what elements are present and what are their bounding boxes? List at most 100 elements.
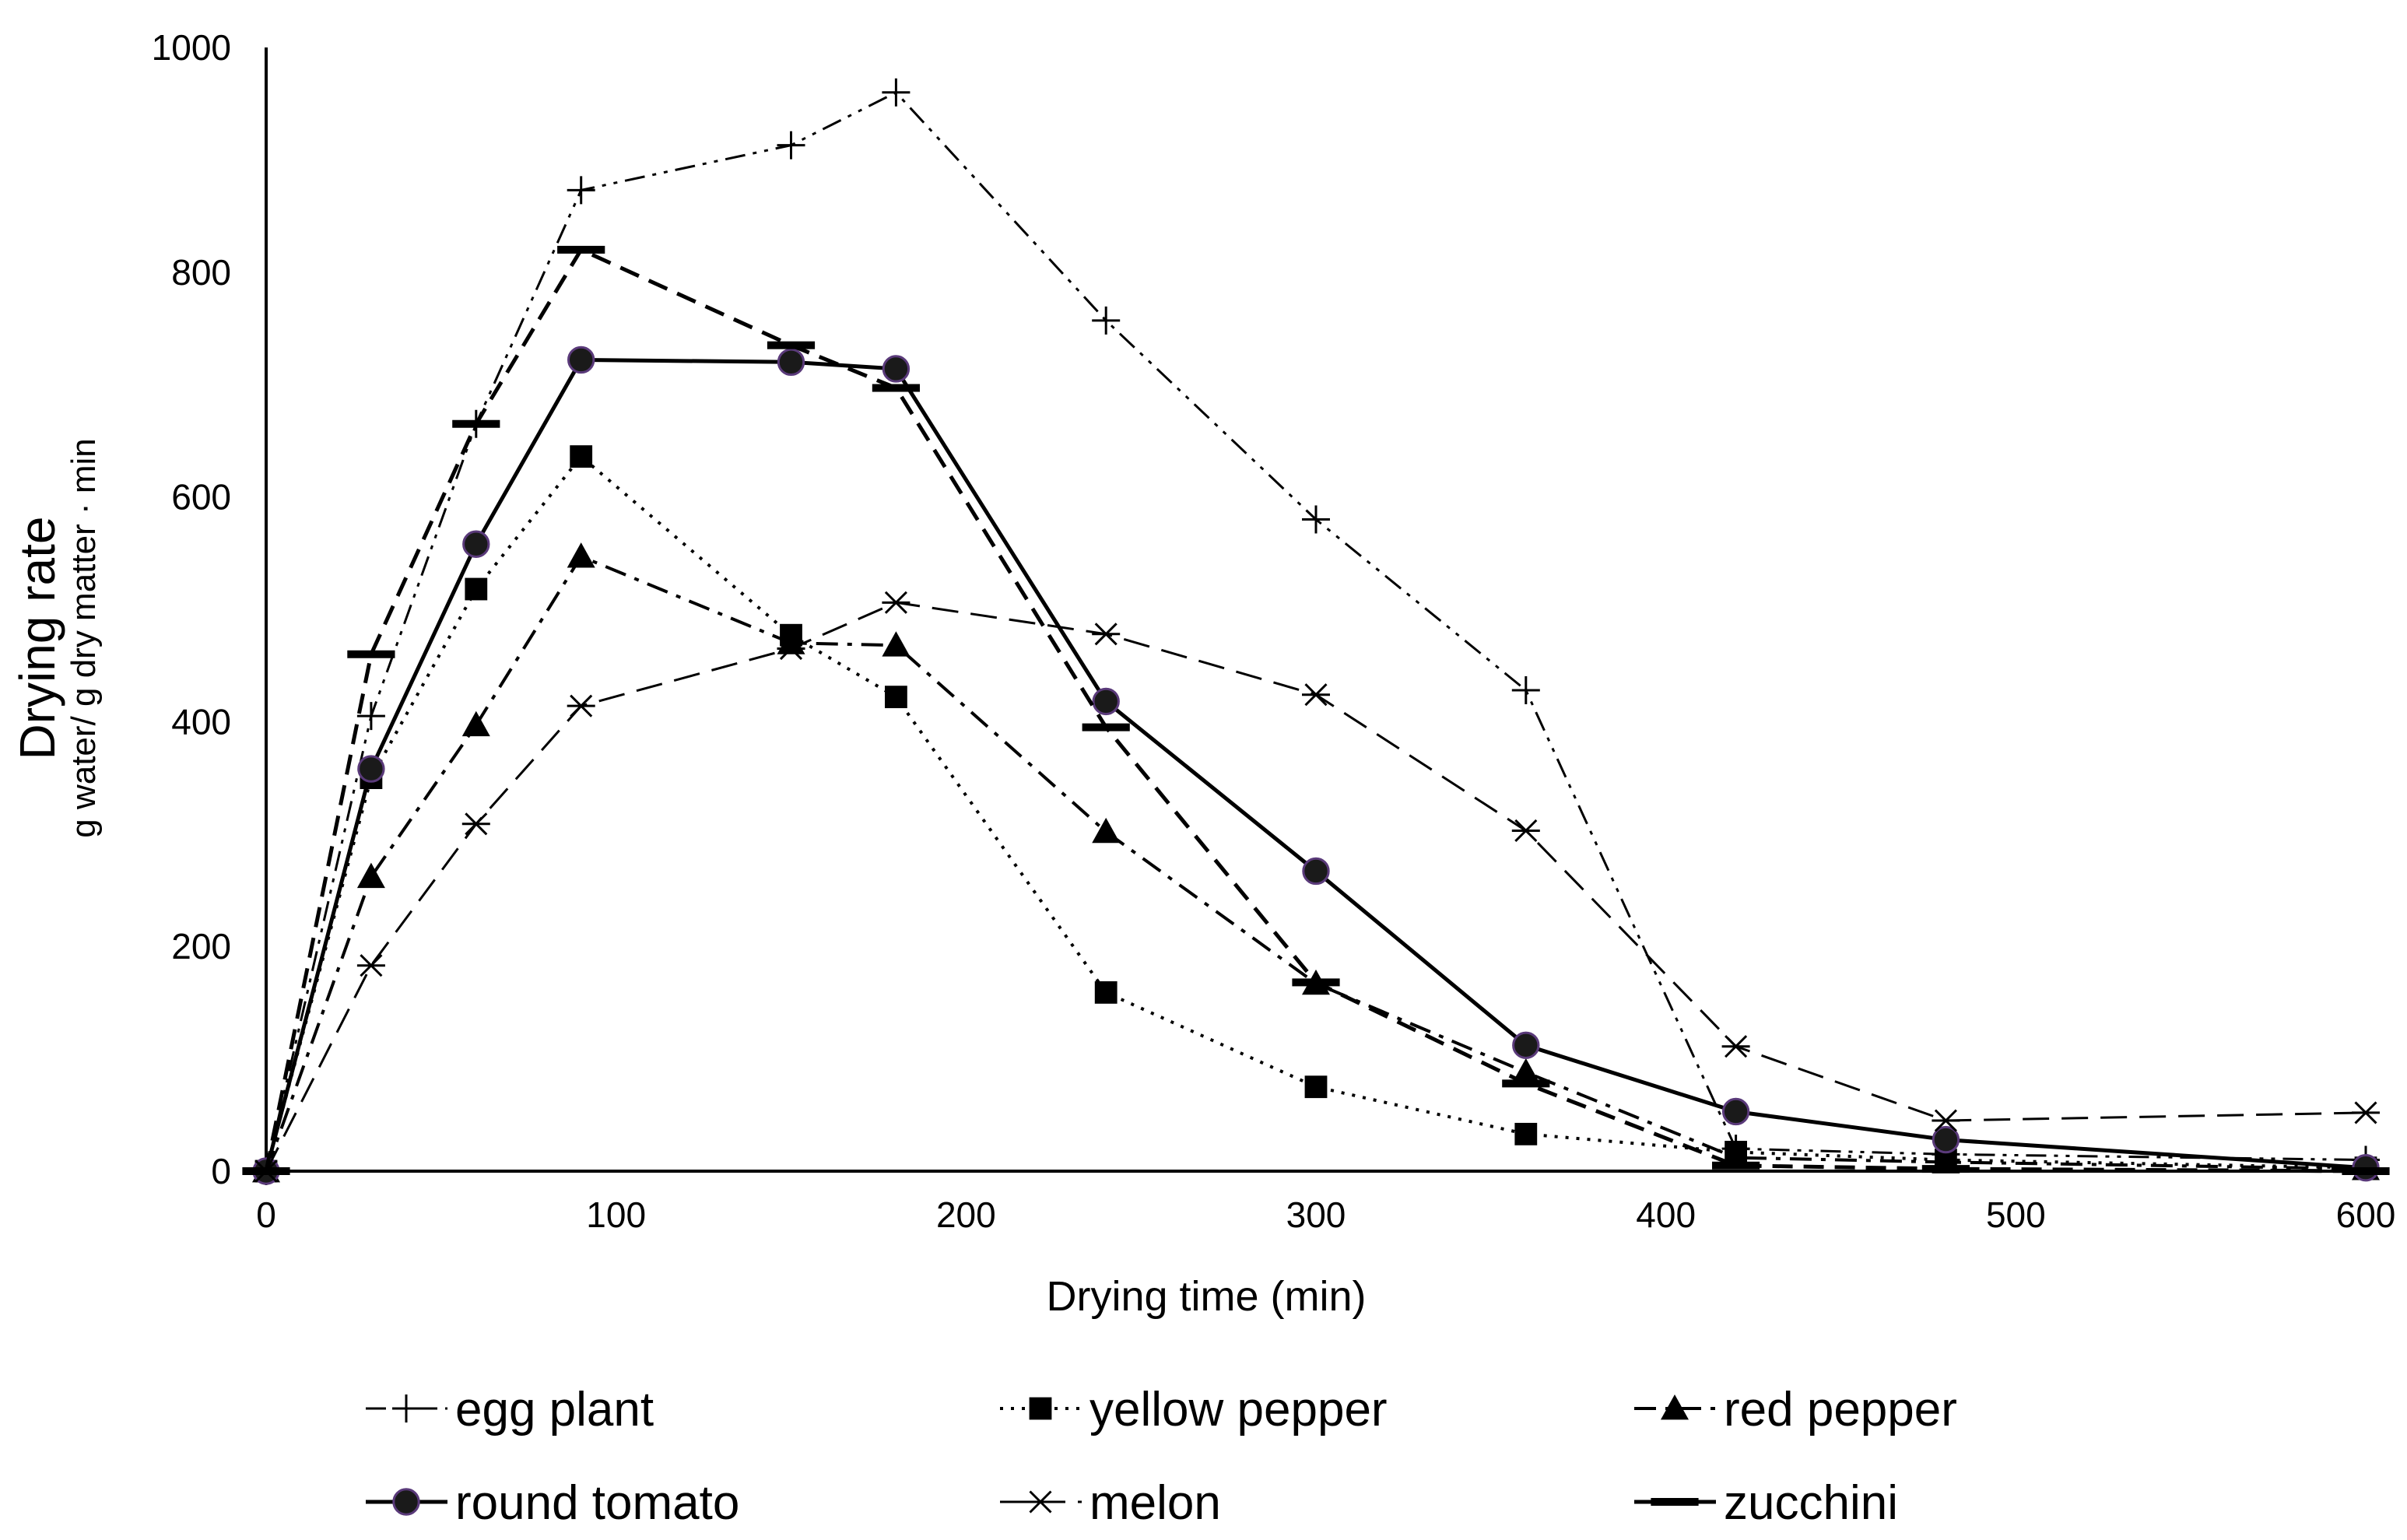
point-zucchini bbox=[1712, 1161, 1760, 1170]
series-line-egg-plant bbox=[265, 91, 2367, 1172]
point-round-tomato bbox=[1302, 857, 1330, 886]
series-round-tomato bbox=[252, 346, 2380, 1185]
legend-marker-melon bbox=[1026, 1490, 1054, 1514]
legend-label-round-tomato: round tomato bbox=[455, 1476, 739, 1530]
point-red-pepper bbox=[356, 862, 385, 889]
point-round-tomato bbox=[462, 530, 490, 558]
point-melon bbox=[1932, 1109, 1960, 1132]
legend-label-red-pepper: red pepper bbox=[1724, 1383, 1957, 1437]
point-yellow-pepper bbox=[1094, 981, 1118, 1004]
point-egg-plant bbox=[1092, 306, 1121, 335]
point-zucchini bbox=[767, 341, 816, 349]
point-yellow-pepper bbox=[1304, 1075, 1328, 1099]
legend-item-yellow-pepper: yellow pepper bbox=[1000, 1383, 1388, 1437]
legend-item-egg-plant: egg plant bbox=[366, 1383, 654, 1437]
point-yellow-pepper bbox=[465, 577, 488, 601]
x-tick-label: 200 bbox=[936, 1194, 996, 1235]
y-tick-label: 400 bbox=[171, 701, 231, 742]
point-melon bbox=[882, 591, 911, 614]
point-zucchini bbox=[1292, 978, 1340, 987]
point-egg-plant bbox=[777, 131, 805, 160]
point-zucchini bbox=[347, 650, 395, 658]
point-round-tomato bbox=[567, 346, 595, 374]
point-melon bbox=[2352, 1101, 2380, 1124]
legend-label-egg-plant: egg plant bbox=[455, 1383, 654, 1437]
point-zucchini bbox=[242, 1167, 290, 1175]
point-red-pepper bbox=[461, 710, 490, 737]
x-tick-label: 300 bbox=[1286, 1194, 1346, 1235]
point-egg-plant bbox=[356, 702, 385, 731]
legend-item-zucchini: zucchini bbox=[1634, 1476, 1898, 1530]
point-zucchini bbox=[452, 419, 500, 428]
point-egg-plant bbox=[882, 78, 911, 107]
y-axis-subtitle: g water/ g dry matter · min bbox=[65, 438, 103, 837]
legend-marker-egg-plant bbox=[392, 1394, 420, 1422]
y-tick-label: 0 bbox=[211, 1151, 231, 1191]
point-round-tomato bbox=[1092, 687, 1120, 716]
point-zucchini bbox=[1502, 1079, 1550, 1088]
point-melon bbox=[356, 954, 385, 977]
series-line-round-tomato bbox=[264, 357, 2367, 1172]
legend-label-zucchini: zucchini bbox=[1724, 1476, 1898, 1530]
series-zucchini bbox=[242, 245, 2390, 1175]
y-tick-label: 200 bbox=[171, 926, 231, 966]
point-red-pepper bbox=[1511, 1058, 1540, 1084]
point-zucchini bbox=[872, 384, 920, 392]
series-melon bbox=[252, 591, 2380, 1183]
point-round-tomato bbox=[1512, 1031, 1540, 1059]
point-red-pepper bbox=[567, 542, 595, 568]
point-melon bbox=[461, 812, 490, 836]
point-melon bbox=[1721, 1035, 1750, 1058]
legend: egg plant yellow pepper red pepper round to… bbox=[366, 1383, 1957, 1530]
point-zucchini bbox=[1921, 1165, 1970, 1173]
x-tick-label: 0 bbox=[256, 1194, 276, 1235]
legend-marker-round-tomato bbox=[392, 1488, 420, 1516]
point-yellow-pepper bbox=[885, 686, 907, 709]
point-round-tomato bbox=[777, 348, 805, 377]
x-tick-label: 100 bbox=[586, 1194, 646, 1235]
series-egg-plant bbox=[252, 78, 2380, 1185]
x-tick-label: 500 bbox=[1986, 1194, 2046, 1235]
x-tick-label: 600 bbox=[2336, 1194, 2396, 1235]
series-line-melon bbox=[265, 601, 2367, 1172]
point-egg-plant bbox=[1511, 675, 1540, 704]
legend-item-melon: melon bbox=[1000, 1476, 1221, 1530]
point-round-tomato bbox=[357, 755, 385, 783]
point-melon bbox=[1302, 683, 1330, 707]
series-line-red-pepper bbox=[265, 555, 2367, 1172]
point-round-tomato bbox=[882, 355, 911, 383]
y-tick-label: 600 bbox=[171, 477, 231, 517]
point-round-tomato bbox=[1721, 1097, 1750, 1126]
point-round-tomato bbox=[1932, 1125, 1960, 1154]
series-layer bbox=[242, 78, 2390, 1185]
point-red-pepper bbox=[882, 631, 911, 657]
legend-marker-zucchini bbox=[1651, 1498, 1699, 1506]
legend-marker-red-pepper bbox=[1661, 1394, 1689, 1420]
x-axis-title: Drying time (min) bbox=[1046, 1273, 1366, 1320]
legend-marker-yellow-pepper bbox=[1029, 1397, 1052, 1420]
point-zucchini bbox=[2342, 1167, 2390, 1175]
legend-label-melon: melon bbox=[1089, 1476, 1221, 1530]
point-melon bbox=[1092, 623, 1121, 646]
point-zucchini bbox=[1082, 723, 1130, 731]
point-melon bbox=[777, 637, 805, 661]
point-yellow-pepper bbox=[570, 445, 593, 468]
point-egg-plant bbox=[567, 176, 595, 205]
point-melon bbox=[567, 694, 595, 717]
legend-item-red-pepper: red pepper bbox=[1634, 1383, 1957, 1437]
point-yellow-pepper bbox=[1514, 1122, 1538, 1145]
legend-item-round-tomato: round tomato bbox=[366, 1476, 739, 1530]
point-melon bbox=[1511, 819, 1540, 843]
y-tick-label: 1000 bbox=[152, 27, 231, 68]
series-yellow-pepper bbox=[254, 445, 2377, 1183]
point-red-pepper bbox=[1092, 817, 1121, 844]
point-egg-plant bbox=[1302, 505, 1330, 534]
y-tick-label: 800 bbox=[171, 252, 231, 293]
axes: 0 200 400 600 800 1000 0 100 200 300 400 500 600 bbox=[152, 27, 2396, 1235]
series-line-zucchini bbox=[264, 247, 2367, 1173]
legend-label-yellow-pepper: yellow pepper bbox=[1089, 1383, 1388, 1437]
y-axis-title: Drying rate bbox=[9, 517, 65, 760]
point-zucchini bbox=[557, 245, 605, 254]
x-tick-label: 400 bbox=[1636, 1194, 1696, 1235]
